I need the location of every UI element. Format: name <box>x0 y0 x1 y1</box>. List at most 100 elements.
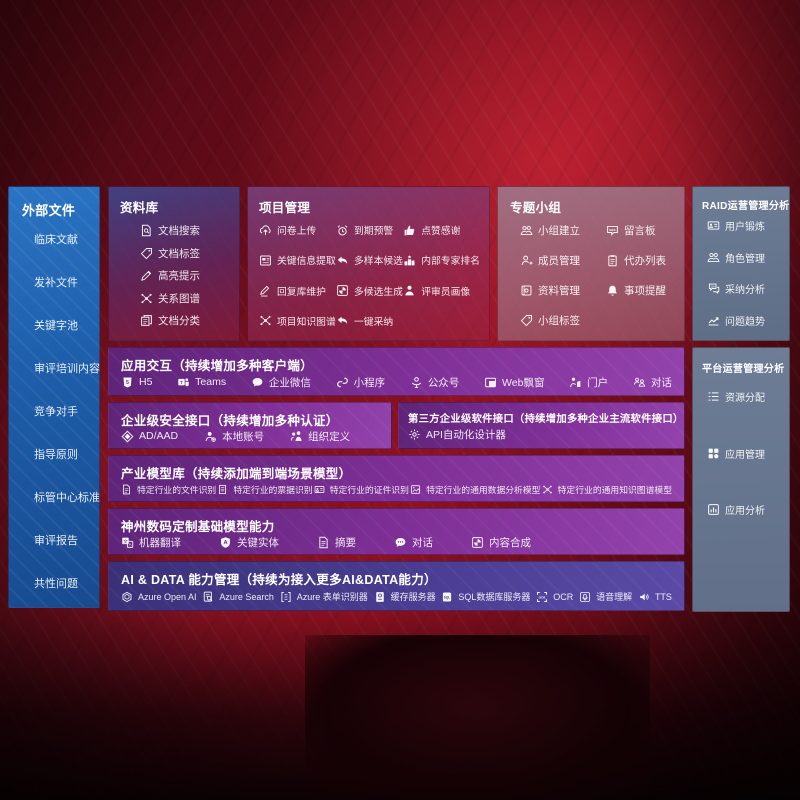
sql-db-icon: SQL <box>441 591 453 603</box>
raid-list: 用户锻炼 角色管理 QA 采纳分析 问题趋势 <box>702 212 785 328</box>
feature-item: 竞争对手 <box>34 403 93 419</box>
panel-title: 项目管理 <box>259 201 311 215</box>
feature-label: SQL数据库服务器 <box>458 592 531 602</box>
feature-label: 对话 <box>412 536 433 549</box>
feature-item: 问卷上传 <box>259 223 336 237</box>
feature-item: 文档搜索 <box>140 223 231 238</box>
feature-item: 标管中心标准 <box>34 489 100 505</box>
person-icon <box>403 284 416 297</box>
entity-icon: A <box>219 536 232 549</box>
feature-item: 门户 <box>569 375 608 390</box>
summary-icon <box>317 536 330 549</box>
feature-item: 本地账号 <box>204 429 264 444</box>
band-thirdparty-interface: 第三方企业级软件接口（持续增加多种企业主流软件接口） API自动化设计器 <box>398 402 685 449</box>
azure-ad-icon <box>121 430 134 443</box>
speech-icon <box>579 591 591 603</box>
ai-data-list: Azure Open AI Azure Search Azure 表单识别器 缓存服务… <box>121 588 672 605</box>
panel-library: 资料库 文档搜索 文档标签 高亮提示 关系图谱 文档分类 <box>108 186 240 341</box>
feature-item: 特定行业的票据识别 <box>217 483 313 496</box>
feature-item: 内容合成 <box>471 535 531 550</box>
form-recognizer-icon <box>280 591 292 603</box>
interaction-list: 5 H5 T Teams 企业微信 小程序 公众号 Web飘窗 门户 对话 <box>121 374 672 390</box>
feature-label: 关键实体 <box>237 536 279 549</box>
feature-label: 事项提醒 <box>624 285 666 297</box>
alarm-icon <box>336 224 349 237</box>
network-icon <box>140 292 153 305</box>
feature-item: 资料管理 <box>520 283 580 298</box>
edit-pen-icon <box>259 284 272 297</box>
feature-label: 指导原则 <box>34 449 78 461</box>
feature-item: 点赞感谢 <box>403 223 480 237</box>
band-base-models: 神州数码定制基础模型能力 文 A 机器翻译 A 关键实体 摘要 对话 内容合成 <box>108 508 685 555</box>
feature-label: 资料管理 <box>538 285 580 297</box>
feature-item: 用户锻炼 <box>707 218 785 233</box>
feature-label: 企业微信 <box>268 376 311 389</box>
feature-item: OCR OCR <box>536 591 573 603</box>
feature-label: 竞争对手 <box>34 406 78 418</box>
feature-item: 项目知识图谱 <box>259 314 336 328</box>
feature-item: Azure 表单识别器 <box>280 590 368 603</box>
org-icon <box>290 430 303 443</box>
member-add-icon <box>520 254 533 267</box>
html5-icon: 5 <box>121 376 134 389</box>
feature-label: 一键采纳 <box>354 316 394 328</box>
feature-label: 组织定义 <box>308 430 351 443</box>
band-title: 产业模型库（持续添加端到端场景模型） <box>121 467 352 481</box>
feature-item: 缓存服务器 <box>374 590 436 603</box>
svg-text:QA: QA <box>711 285 715 289</box>
feature-item: 多候选生成 <box>336 284 403 298</box>
feature-item: 小组建立 <box>520 223 580 238</box>
wecom-icon <box>251 376 264 389</box>
feature-label: 应用管理 <box>725 449 765 461</box>
chat-icon <box>394 536 407 549</box>
svg-text:BBS: BBS <box>609 228 615 232</box>
feature-label: 标管中心标准 <box>34 492 100 504</box>
feature-label: OCR <box>553 591 574 602</box>
svg-text:T: T <box>180 380 183 385</box>
feature-item: 临床文献 <box>34 231 93 247</box>
feature-label: AD/AAD <box>139 430 179 442</box>
feature-label: 评审员画像 <box>421 286 471 298</box>
feature-label: 摘要 <box>335 536 356 549</box>
trend-icon <box>707 314 720 327</box>
thirdparty-list: API自动化设计器 <box>408 425 678 443</box>
openai-icon <box>121 591 133 603</box>
platform-list: 资源分配 应用管理 应用分析 <box>702 375 785 517</box>
feature-label: 审评报告 <box>34 535 78 547</box>
feature-item: 指导原则 <box>34 446 93 462</box>
feature-label: 内容合成 <box>489 536 531 549</box>
band-app-interaction: 应用交互（持续增加多种客户端） 5 H5 T Teams 企业微信 小程序 公众号 Web飘窗… <box>108 347 685 396</box>
feature-label: 特定行业的票据识别 <box>233 484 313 495</box>
panel-title: RAID运营管理分析 <box>702 201 790 212</box>
feature-item: 事项提醒 <box>606 283 666 298</box>
feature-label: Azure Open AI <box>138 591 197 602</box>
feature-item: 语音理解 <box>579 590 632 603</box>
feature-item: 发补文件 <box>34 274 93 290</box>
panel-title: 资料库 <box>120 201 159 215</box>
band-industry-models: 产业模型库（持续添加端到端场景模型） 特定行业的文件识别 特定行业的票据识别 特定行… <box>108 455 685 502</box>
feature-label: 内部专家排名 <box>421 256 480 268</box>
panel-external-files: 外部文件 临床文献 发补文件 关键字池 审评培训内容 竞争对手 指导原则 标管中心标准 审评报… <box>8 186 100 608</box>
feature-label: 发补文件 <box>34 277 78 289</box>
panel-raid-analysis: RAID运营管理分析 用户锻炼 角色管理 QA 采纳分析 问题趋势 <box>692 186 790 341</box>
svg-text:5: 5 <box>126 379 129 385</box>
local-account-icon <box>204 430 217 443</box>
feature-item: 特定行业的通用知识图谱模型 <box>542 483 672 496</box>
feature-item: 企业微信 <box>251 375 311 390</box>
feature-item: 高亮提示 <box>140 268 231 283</box>
feature-item: 成员管理 <box>520 253 580 268</box>
library-list: 文档搜索 文档标签 高亮提示 关系图谱 文档分类 <box>120 216 231 328</box>
feature-item: 摘要 <box>317 535 356 550</box>
pinwheel-icon <box>336 284 349 297</box>
feature-label: 本地账号 <box>222 430 265 443</box>
panel-topic-groups: 专题小组 小组建立 BBS 留言板 成员管理 代办列表 资料管理 事项提醒 小组标签 <box>497 186 685 341</box>
highlight-pen-icon <box>140 269 153 282</box>
feature-label: Azure 表单识别器 <box>296 592 368 602</box>
feature-label: 机器翻译 <box>139 536 181 549</box>
feature-label: 特定行业的通用数据分析模型 <box>426 484 541 495</box>
feature-label: 高亮提示 <box>158 270 200 282</box>
pinwheel-icon <box>471 536 484 549</box>
feature-item: TTS <box>638 591 672 603</box>
feature-item: Azure Search <box>202 591 274 603</box>
